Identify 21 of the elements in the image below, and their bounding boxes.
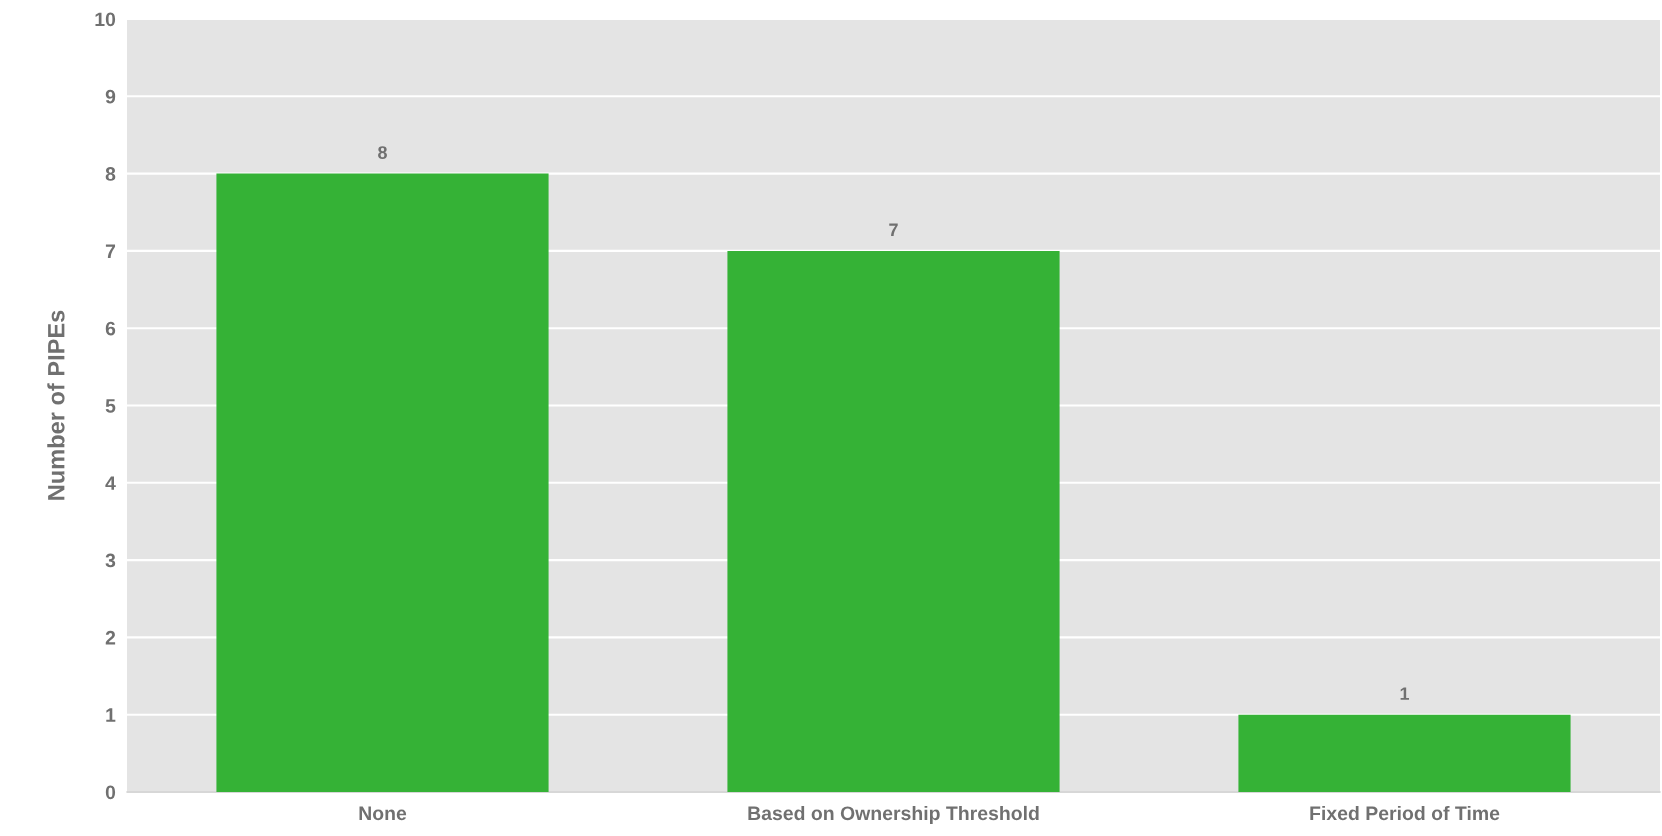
y-tick-label: 5 — [105, 399, 116, 413]
y-tick-label: 0 — [105, 785, 116, 800]
y-tick-label: 8 — [105, 167, 116, 181]
x-tick-label: Fixed Period of Time — [1310, 805, 1500, 821]
bar — [1238, 714, 1571, 792]
y-tick-label: 10 — [95, 12, 116, 27]
data-label: 7 — [889, 223, 898, 237]
y-tick-label: 6 — [105, 321, 116, 336]
y-tick-label: 9 — [105, 89, 116, 104]
bar — [216, 173, 549, 792]
y-axis-title: Number of PIPEs — [47, 310, 65, 500]
y-tick-label: 3 — [105, 553, 116, 568]
y-tick-label: 2 — [105, 630, 116, 645]
x-tick-label: Based on Ownership Threshold — [748, 805, 1039, 825]
bar — [727, 250, 1060, 792]
data-label: 8 — [378, 146, 387, 159]
data-label: 1 — [1400, 687, 1410, 700]
x-tick-label: None — [359, 806, 407, 821]
y-tick-label: 4 — [105, 476, 116, 490]
y-tick-label: 7 — [105, 244, 116, 258]
y-tick-label: 1 — [106, 708, 116, 722]
